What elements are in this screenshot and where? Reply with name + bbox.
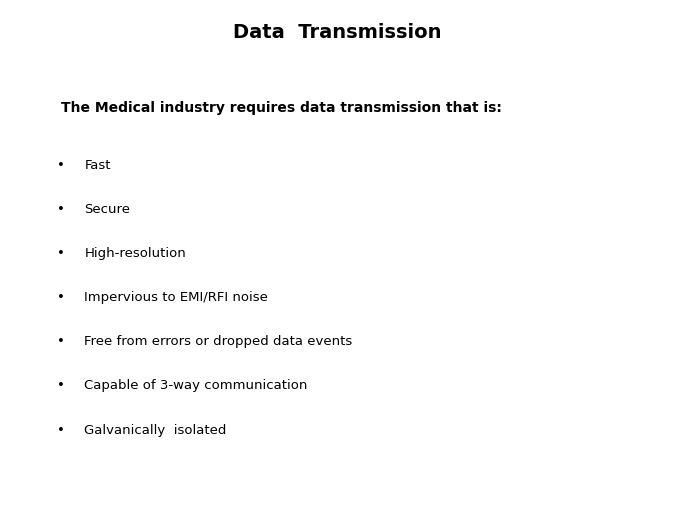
Text: •: •	[57, 247, 65, 260]
Text: Galvanically  isolated: Galvanically isolated	[84, 423, 227, 436]
Text: Secure: Secure	[84, 203, 130, 216]
Text: High-resolution: High-resolution	[84, 247, 186, 260]
Text: The Medical industry requires data transmission that is:: The Medical industry requires data trans…	[61, 101, 502, 115]
Text: Impervious to EMI/RFI noise: Impervious to EMI/RFI noise	[84, 291, 268, 304]
Text: •: •	[57, 203, 65, 216]
Text: •: •	[57, 423, 65, 436]
Text: •: •	[57, 291, 65, 304]
Text: •: •	[57, 379, 65, 392]
Text: Data  Transmission: Data Transmission	[234, 23, 441, 42]
Text: •: •	[57, 335, 65, 348]
Text: •: •	[57, 159, 65, 172]
Text: Fast: Fast	[84, 159, 111, 172]
Text: Capable of 3-way communication: Capable of 3-way communication	[84, 379, 308, 392]
Text: Free from errors or dropped data events: Free from errors or dropped data events	[84, 335, 352, 348]
